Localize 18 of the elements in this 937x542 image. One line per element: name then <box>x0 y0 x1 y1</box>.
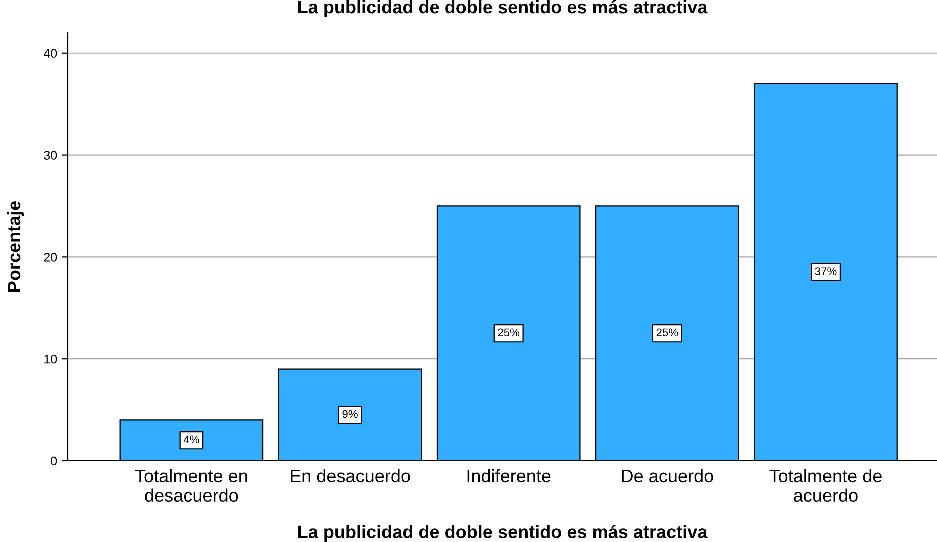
x-tick-label: Totalmente en desacuerdo <box>135 469 248 502</box>
x-tick-label: De acuerdo <box>622 469 714 483</box>
data-label: 37% <box>815 268 837 276</box>
y-axis-title: Porcentaje <box>7 201 24 292</box>
y-tick-label: 40 <box>44 49 58 58</box>
data-label: 4% <box>184 436 200 444</box>
y-tick-label: 20 <box>44 252 58 262</box>
x-tick-label: En desacuerdo <box>291 469 410 483</box>
y-tick-label: 0 <box>51 456 58 466</box>
chart-title: La publicidad de doble sentido es más atractiva <box>298 0 708 18</box>
x-tick-label: Totalmente de acuerdo <box>770 469 882 502</box>
data-label: 25% <box>656 328 678 337</box>
data-label: 9% <box>342 410 358 418</box>
x-tick-label: Indiferente <box>468 469 551 483</box>
y-tick-label: 30 <box>44 151 58 160</box>
y-tick-label: 10 <box>44 354 58 364</box>
x-axis-title: La publicidad de doble sentido es más atractiva <box>298 525 708 542</box>
data-label: 25% <box>498 328 520 337</box>
